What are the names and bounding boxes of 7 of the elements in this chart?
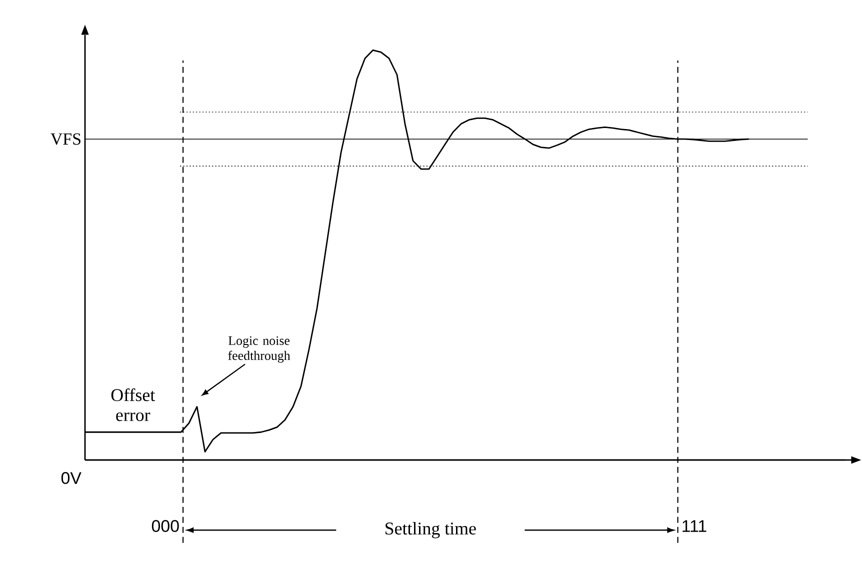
ref-line-label: VFS: [50, 133, 80, 145]
text: 111: [682, 520, 706, 532]
annotation: Logic noise feedthrough: [228, 336, 290, 363]
text: 0V: [61, 472, 82, 484]
annotation: Offset error: [111, 388, 156, 422]
text: Settling time: [386, 522, 476, 538]
text: 000: [152, 520, 179, 532]
